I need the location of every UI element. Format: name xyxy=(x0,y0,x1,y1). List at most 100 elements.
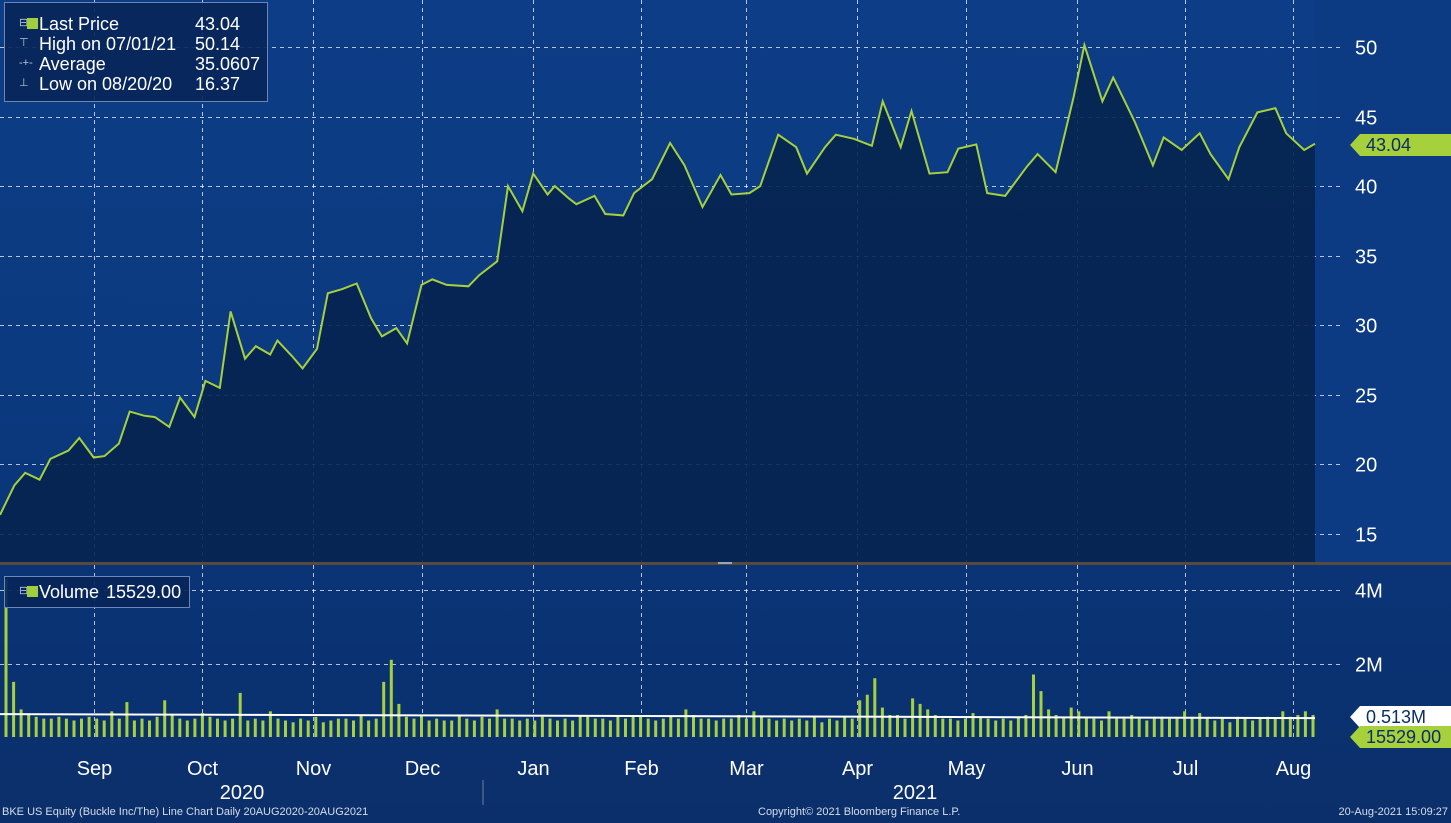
volume-bar xyxy=(850,718,854,737)
legend-low-value: 16.37 xyxy=(195,74,241,94)
legend-low-label: Low on 08/20/20 xyxy=(39,74,173,94)
volume-bar xyxy=(253,718,257,737)
volume-bar xyxy=(1024,715,1028,737)
footer-copyright: Copyright© 2021 Bloomberg Finance L.P. xyxy=(758,806,961,818)
month-label-jun: Jun xyxy=(1061,758,1093,780)
volume-bar xyxy=(1228,722,1232,737)
volume-legend-collapse-icon[interactable]: ⊟ xyxy=(19,585,29,597)
volume-bar xyxy=(1122,718,1126,737)
volume-grid xyxy=(0,565,1340,740)
volume-bar xyxy=(744,718,748,737)
volume-bar xyxy=(1069,707,1073,737)
volume-tick-4M: 4M xyxy=(1355,581,1383,603)
price-tick-35: 35 xyxy=(1355,247,1377,269)
volume-bar xyxy=(185,720,189,737)
volume-bar xyxy=(1016,716,1020,737)
volume-bar xyxy=(1258,718,1262,737)
volume-bar xyxy=(216,718,219,737)
month-label-oct: Oct xyxy=(187,758,219,780)
volume-bar xyxy=(412,718,416,737)
volume-bar xyxy=(1273,718,1277,737)
volume-bar xyxy=(880,707,884,737)
month-label-mar: Mar xyxy=(729,758,764,780)
volume-bar xyxy=(72,720,76,737)
volume-bar xyxy=(1236,716,1239,737)
volume-bar xyxy=(714,720,718,737)
volume-bar xyxy=(367,720,371,737)
price-axis-labels: 15 20 25 30 35 40 45 50 xyxy=(1355,38,1377,547)
volume-bar xyxy=(132,720,136,737)
volume-legend[interactable]: ⊟ Volume 15529.00 xyxy=(4,576,190,608)
volume-bar xyxy=(540,716,544,737)
volume-bar xyxy=(12,681,16,737)
volume-bar xyxy=(956,720,960,737)
volume-bar xyxy=(404,716,408,737)
last-price-tag: 43.04 xyxy=(1350,134,1451,156)
volume-bar xyxy=(1220,718,1224,737)
volume-bar xyxy=(140,718,144,737)
volume-bar xyxy=(1054,715,1058,737)
volume-bar xyxy=(1047,709,1051,737)
volume-axis-labels: 2M 4M xyxy=(1355,581,1383,677)
volume-bar xyxy=(918,703,922,737)
last-price-swatch-icon xyxy=(27,18,38,29)
month-axis: Sep Oct Nov Dec Jan Feb Mar Apr May Jun Jul Aug xyxy=(77,758,1312,780)
volume-bar xyxy=(344,718,348,737)
price-area xyxy=(0,45,1315,564)
volume-bar xyxy=(926,709,930,737)
legend-row-low: ⊥ Low on 08/20/20 16.37 xyxy=(5,74,267,94)
volume-bar xyxy=(1084,716,1088,737)
volume-bar xyxy=(178,718,182,737)
volume-bar xyxy=(752,711,756,737)
volume-bar xyxy=(284,720,287,737)
volume-bar xyxy=(34,716,38,737)
volume-bar xyxy=(306,720,310,737)
volume-bar xyxy=(873,678,877,737)
volume-bar xyxy=(42,718,46,737)
volume-bar xyxy=(465,718,469,737)
volume-bar xyxy=(299,718,303,737)
volume-bar xyxy=(1077,711,1081,737)
volume-bar xyxy=(503,718,507,737)
volume-bar xyxy=(843,716,847,737)
volume-bar xyxy=(624,718,627,737)
volume-bar xyxy=(102,720,106,737)
legend-collapse-icon[interactable]: ⊟ xyxy=(19,17,29,29)
volume-bar xyxy=(231,718,235,737)
price-tick-25: 25 xyxy=(1355,386,1377,408)
volume-bar xyxy=(1205,718,1209,737)
volume-bar xyxy=(1311,715,1315,737)
legend-row-average: -+- Average 35.0607 xyxy=(5,54,267,74)
volume-bar xyxy=(548,718,552,737)
volume-bar xyxy=(722,718,726,737)
price-legend[interactable]: ⊟ Last Price 43.04 ⊤ High on 07/01/21 50… xyxy=(4,2,268,102)
volume-bar xyxy=(1145,720,1149,737)
volume-bar xyxy=(563,718,567,737)
volume-bar xyxy=(442,720,446,737)
month-label-jan: Jan xyxy=(517,758,549,780)
legend-high-value: 50.14 xyxy=(195,34,241,54)
volume-bar xyxy=(608,720,612,737)
volume-bar xyxy=(57,716,61,737)
legend-last-price-value: 43.04 xyxy=(195,14,241,34)
volume-bar xyxy=(797,718,801,737)
volume-bar xyxy=(170,715,174,737)
price-tick-50: 50 xyxy=(1355,38,1377,60)
volume-bar xyxy=(601,718,605,737)
volume-bar xyxy=(1175,718,1179,737)
pane-resize-handle[interactable] xyxy=(718,562,732,564)
volume-bar xyxy=(352,720,355,737)
volume-bar xyxy=(812,716,816,737)
volume-bar xyxy=(246,720,250,737)
volume-tick-2M: 2M xyxy=(1355,655,1383,677)
volume-bar xyxy=(518,720,522,737)
volume-bar xyxy=(639,716,643,737)
volume-bar xyxy=(1092,718,1096,737)
volume-bar xyxy=(933,715,937,737)
volume-bar xyxy=(1183,711,1187,737)
volume-bar xyxy=(148,720,151,737)
volume-bar xyxy=(1137,718,1141,737)
legend-row-high: ⊤ High on 07/01/21 50.14 xyxy=(5,34,267,54)
legend-last-price-label: Last Price xyxy=(39,14,120,34)
